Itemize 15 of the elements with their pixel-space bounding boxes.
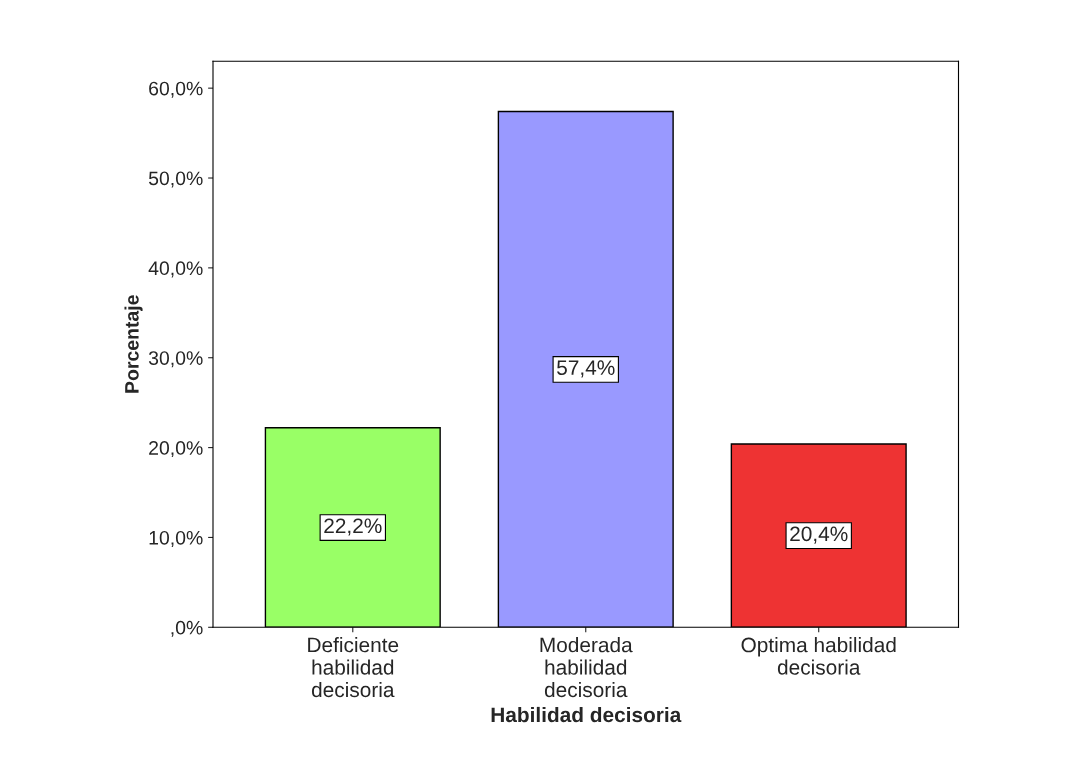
y-axis-title: Porcentaje [124, 295, 143, 393]
y-tick-label: 30,0% [148, 351, 203, 368]
y-tick-label: 20,0% [149, 441, 203, 458]
y-tick-label: ,0% [171, 620, 203, 637]
data-label: 57,4% [557, 360, 615, 378]
y-tick-label: 60,0% [149, 81, 203, 98]
y-tick-label: 50,0% [148, 171, 203, 188]
data-label: 20,4% [790, 526, 848, 544]
x-tick-label: Moderada habilidad decisoria [540, 637, 633, 698]
x-tick-label: Deficiente habilidad decisoria [308, 637, 399, 698]
x-tick-label: Optima habilidad decisoria [741, 637, 896, 675]
y-tick-label: 40,0% [148, 261, 203, 278]
data-label: 22,2% [324, 518, 382, 536]
y-tick-label: 10,0% [149, 530, 203, 547]
x-axis-title: Habilidad decisoria [491, 706, 682, 723]
